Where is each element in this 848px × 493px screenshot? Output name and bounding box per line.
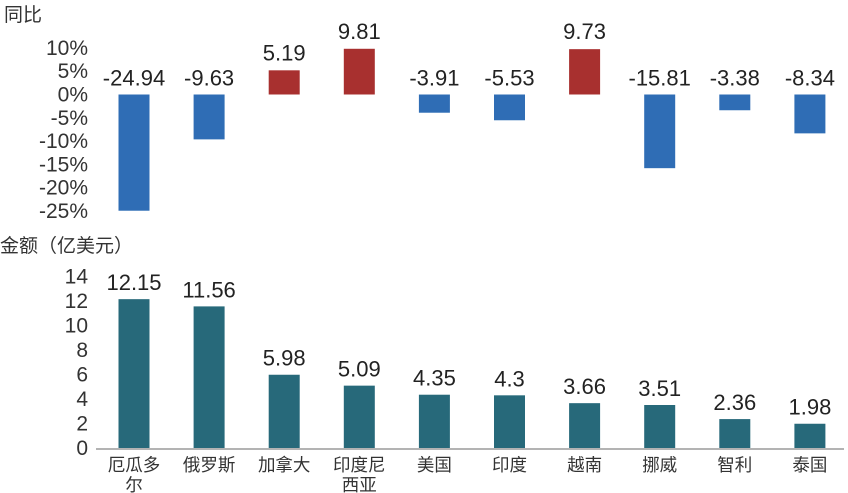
- x-category-label: 西亚: [342, 476, 377, 493]
- bottom-y-tick-label: 8: [76, 339, 88, 362]
- top-bar-9: [719, 94, 751, 111]
- x-category-label: 厄瓜多: [108, 456, 161, 476]
- bottom-bar-6: [494, 395, 525, 448]
- bottom-bar-3: [268, 374, 300, 448]
- x-category-label: 加拿大: [258, 455, 311, 476]
- bottom-y-tick-label: 10: [65, 315, 88, 338]
- top-y-tick-label: -20%: [39, 177, 88, 200]
- top-data-label: -3.91: [409, 66, 459, 91]
- top-bar-3: [268, 70, 300, 95]
- top-data-label: -24.94: [103, 66, 165, 91]
- top-data-label: 5.19: [263, 40, 306, 65]
- x-category-label: 挪威: [642, 456, 677, 476]
- bottom-data-label: 4.35: [413, 366, 456, 391]
- top-y-axis: 10%5%0%-5%-10%-15%-20%-25%: [39, 37, 88, 223]
- top-data-label: -15.81: [629, 66, 691, 91]
- bottom-y-tick-label: 2: [76, 413, 88, 436]
- bottom-data-label: 11.56: [182, 277, 235, 302]
- x-category-label: 泰国: [792, 456, 827, 476]
- top-y-tick-label: -15%: [39, 153, 88, 176]
- top-data-label: 9.73: [563, 19, 606, 44]
- x-category-label: 印度尼: [333, 456, 386, 476]
- top-bar-series: [118, 48, 826, 211]
- bottom-bar-series: [118, 299, 826, 448]
- bottom-y-tick-label: 6: [76, 364, 88, 387]
- bottom-bar-9: [719, 419, 751, 448]
- top-y-tick-label: -10%: [39, 130, 88, 153]
- top-bar-5: [418, 94, 450, 113]
- top-bar-2: [193, 94, 225, 140]
- bottom-data-label: 3.66: [563, 374, 606, 399]
- bottom-bar-5: [418, 394, 450, 448]
- top-y-axis-title: 同比: [4, 4, 42, 26]
- bottom-bar-10: [794, 423, 826, 448]
- top-bar-7: [569, 49, 601, 95]
- bottom-bar-2: [193, 306, 225, 448]
- bottom-y-tick-label: 0: [76, 437, 88, 460]
- bottom-bar-1: [118, 299, 150, 448]
- bottom-bar-8: [644, 405, 676, 448]
- bottom-data-label: 12.15: [106, 270, 161, 295]
- bottom-data-labels: 12.15 11.56 5.98 5.09 4.35 4.3 3.66 3.51 2.36 1.9…: [106, 270, 831, 420]
- x-category-label: 尔: [125, 476, 143, 493]
- x-category-label: 印度: [492, 456, 527, 476]
- bottom-bar-4: [343, 385, 375, 448]
- top-data-label: -3.38: [710, 66, 760, 91]
- top-bar-6: [494, 94, 525, 121]
- top-bar-8: [644, 94, 676, 169]
- bottom-y-tick-label: 14: [65, 266, 89, 289]
- bottom-data-label: 5.09: [338, 357, 381, 382]
- bottom-data-label: 1.98: [788, 395, 831, 420]
- top-y-tick-label: 10%: [46, 37, 88, 60]
- top-bar-4: [343, 48, 375, 95]
- bottom-data-label: 4.3: [494, 366, 525, 391]
- top-bar-1: [118, 94, 150, 211]
- bottom-y-tick-label: 4: [76, 388, 88, 411]
- bottom-y-tick-label: 12: [65, 290, 88, 313]
- top-y-tick-label: -25%: [39, 200, 88, 223]
- bottom-y-axis-title: 金额（亿美元）: [0, 235, 133, 257]
- bottom-data-label: 3.51: [638, 376, 681, 401]
- x-category-label: 俄罗斯: [183, 456, 236, 476]
- top-data-label: 9.81: [338, 19, 381, 44]
- bottom-data-label: 5.98: [263, 346, 306, 371]
- top-y-tick-label: -5%: [51, 107, 88, 130]
- top-data-label: -9.63: [184, 66, 234, 91]
- top-data-label: -5.53: [484, 66, 534, 91]
- x-category-label: 越南: [567, 456, 602, 476]
- top-data-label: -8.34: [785, 66, 835, 91]
- bottom-data-label: 2.36: [713, 390, 756, 415]
- x-category-label: 美国: [417, 456, 452, 476]
- x-category-label: 智利: [717, 456, 752, 476]
- top-data-labels: -24.94 -9.635.199.81-3.91 -5.539.73-15.81-…: [103, 19, 835, 91]
- top-y-tick-label: 5%: [58, 60, 88, 83]
- top-bar-10: [794, 94, 826, 134]
- top-y-tick-label: 0%: [58, 84, 88, 107]
- bottom-bar-7: [569, 403, 601, 448]
